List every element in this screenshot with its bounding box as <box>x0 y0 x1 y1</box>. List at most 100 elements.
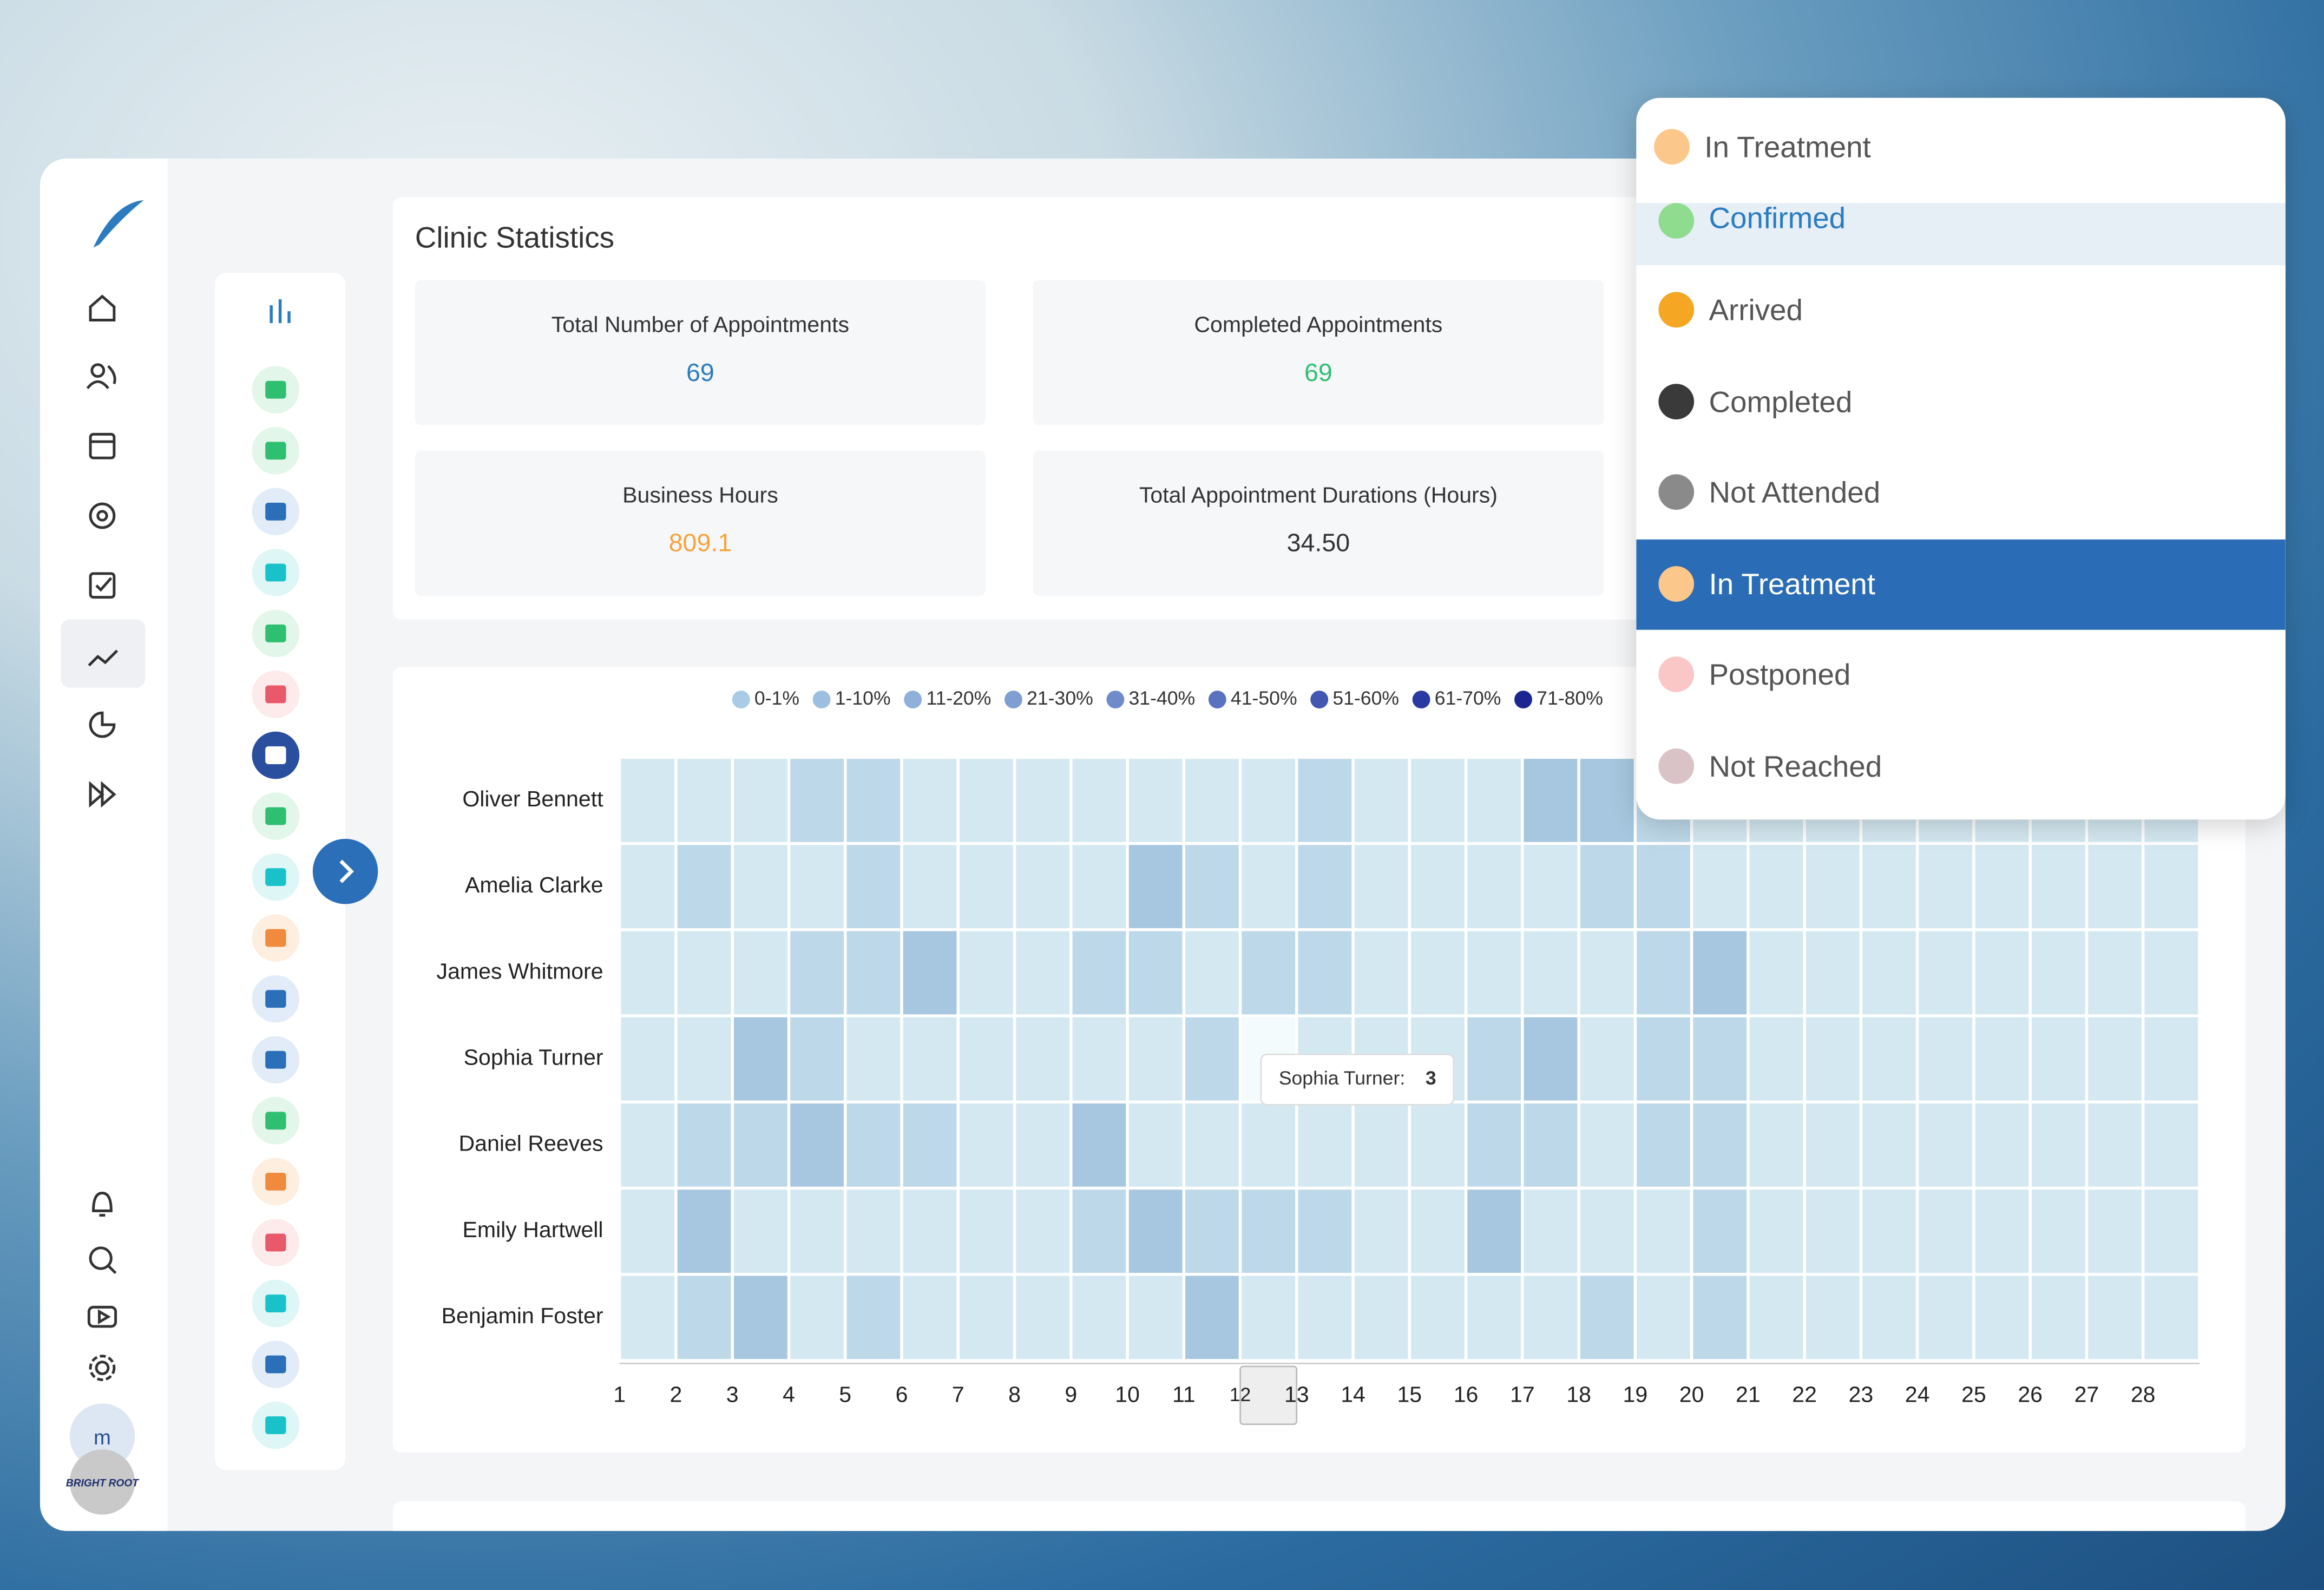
heatmap-cell[interactable] <box>1298 845 1352 929</box>
heatmap-cell[interactable] <box>846 1190 901 1273</box>
nav-icons[interactable] <box>86 294 119 1382</box>
status-option[interactable]: Arrived <box>1636 265 2286 356</box>
expand-button[interactable] <box>312 838 378 904</box>
heatmap-cell[interactable] <box>790 759 844 842</box>
heatmap-cell[interactable] <box>959 845 1013 929</box>
heatmap-cell[interactable] <box>1580 1017 1634 1101</box>
heatmap-cell[interactable] <box>903 845 957 929</box>
heatmap-cell[interactable] <box>1016 1190 1070 1273</box>
heatmap-cell[interactable] <box>1524 1017 1578 1101</box>
heatmap-cell[interactable] <box>1242 931 1296 1015</box>
heatmap-cell[interactable] <box>2144 1017 2198 1101</box>
heatmap-cell[interactable] <box>1806 1017 1860 1101</box>
sidebar-item[interactable] <box>252 366 300 414</box>
heatmap-cell[interactable] <box>959 931 1013 1015</box>
heatmap-cell[interactable] <box>1524 759 1578 842</box>
heatmap-cell[interactable] <box>1524 1276 1578 1359</box>
sidebar-item[interactable] <box>252 792 300 840</box>
status-option[interactable]: Not Reached <box>1636 721 2286 812</box>
heatmap-cell[interactable] <box>1242 759 1296 842</box>
heatmap-cell[interactable] <box>1749 931 1803 1015</box>
heatmap-cell[interactable] <box>1467 1190 1521 1273</box>
heatmap-cell[interactable] <box>1411 931 1465 1015</box>
sidebar-item[interactable] <box>252 914 300 962</box>
heatmap-cell[interactable] <box>903 759 957 842</box>
heatmap-cell[interactable] <box>1693 1103 1747 1187</box>
heatmap-cell[interactable] <box>2031 1017 2085 1101</box>
heatmap-cell[interactable] <box>621 845 675 929</box>
heatmap-cell[interactable] <box>621 1276 675 1359</box>
sidebar-item[interactable] <box>252 426 300 475</box>
heatmap-cell[interactable] <box>733 845 787 929</box>
heatmap-cell[interactable] <box>1693 931 1747 1015</box>
heatmap-cell[interactable] <box>2144 1276 2198 1359</box>
heatmap-cell[interactable] <box>1128 759 1183 842</box>
heatmap-cell[interactable] <box>677 845 731 929</box>
heatmap-cell[interactable] <box>1185 1017 1239 1101</box>
heatmap-cell[interactable] <box>1919 1103 1973 1187</box>
heatmap-cell[interactable] <box>1580 845 1634 929</box>
heatmap-cell[interactable] <box>1411 1190 1465 1273</box>
heatmap-cell[interactable] <box>621 931 675 1015</box>
heatmap-cell[interactable] <box>677 1190 731 1273</box>
heatmap-cell[interactable] <box>1637 1190 1690 1273</box>
heatmap-cell[interactable] <box>1016 1103 1070 1187</box>
heatmap-cell[interactable] <box>1411 845 1465 929</box>
heatmap-cell[interactable] <box>2088 931 2142 1015</box>
heatmap-cell[interactable] <box>1975 1276 2029 1359</box>
heatmap-cell[interactable] <box>1975 1103 2029 1187</box>
sidebar-item[interactable] <box>252 609 300 658</box>
heatmap-cell[interactable] <box>621 1103 675 1187</box>
heatmap-cell[interactable] <box>2144 845 2198 929</box>
heatmap-cell[interactable] <box>1242 1103 1296 1187</box>
heatmap-cell[interactable] <box>677 759 731 842</box>
heatmap-cell[interactable] <box>846 1103 901 1187</box>
heatmap-cell[interactable] <box>1806 931 1860 1015</box>
heatmap-cell[interactable] <box>621 759 675 842</box>
selected-value[interactable]: In Treatment <box>1636 102 2286 193</box>
heatmap-cell[interactable] <box>1580 1190 1634 1273</box>
heatmap-cell[interactable] <box>959 759 1013 842</box>
heatmap-cell[interactable] <box>1128 845 1183 929</box>
heatmap-cell[interactable] <box>846 1276 901 1359</box>
heatmap-cell[interactable] <box>1919 1190 1973 1273</box>
heatmap-cell[interactable] <box>1862 1017 1916 1101</box>
heatmap-cell[interactable] <box>1467 759 1521 842</box>
heatmap-cell[interactable] <box>1637 1276 1690 1359</box>
heatmap-cell[interactable] <box>1185 845 1239 929</box>
heatmap-cell[interactable] <box>1185 1103 1239 1187</box>
heatmap-cell[interactable] <box>959 1103 1013 1187</box>
heatmap-cell[interactable] <box>1016 845 1070 929</box>
status-option[interactable]: Completed <box>1636 357 2286 448</box>
sidebar-item[interactable] <box>252 1158 300 1206</box>
heatmap-cell[interactable] <box>2088 1017 2142 1101</box>
sidebar-item[interactable] <box>252 1401 300 1449</box>
heatmap-cell[interactable] <box>1298 1190 1352 1273</box>
heatmap-cell[interactable] <box>1242 845 1296 929</box>
heatmap-cell[interactable] <box>1919 1017 1973 1101</box>
heatmap-cell[interactable] <box>1637 1017 1690 1101</box>
heatmap-cell[interactable] <box>1919 1276 1973 1359</box>
heatmap-cell[interactable] <box>1242 1276 1296 1359</box>
heatmap-cell[interactable] <box>2088 1276 2142 1359</box>
heatmap-cell[interactable] <box>1072 1276 1126 1359</box>
heatmap-cell[interactable] <box>2088 845 2142 929</box>
sidebar-item[interactable] <box>252 488 300 536</box>
heatmap-cell[interactable] <box>1185 1190 1239 1273</box>
heatmap-cell[interactable] <box>1072 759 1126 842</box>
brand-avatar[interactable] <box>69 1449 135 1515</box>
heatmap-cell[interactable] <box>1862 1103 1916 1187</box>
heatmap-cell[interactable] <box>1749 1190 1803 1273</box>
heatmap-cell[interactable] <box>1354 759 1408 842</box>
heatmap-cell[interactable] <box>677 1017 731 1101</box>
heatmap-cell[interactable] <box>790 1276 844 1359</box>
heatmap-cell[interactable] <box>677 1103 731 1187</box>
heatmap-cell[interactable] <box>1806 845 1860 929</box>
heatmap-cell[interactable] <box>1411 759 1465 842</box>
heatmap-cell[interactable] <box>1806 1103 1860 1187</box>
heatmap-cell[interactable] <box>1467 845 1521 929</box>
sidebar-item[interactable] <box>252 1097 300 1145</box>
heatmap-cell[interactable] <box>1298 931 1352 1015</box>
heatmap-cell[interactable] <box>903 1190 957 1273</box>
status-option[interactable]: Confirmed <box>1636 203 2286 267</box>
